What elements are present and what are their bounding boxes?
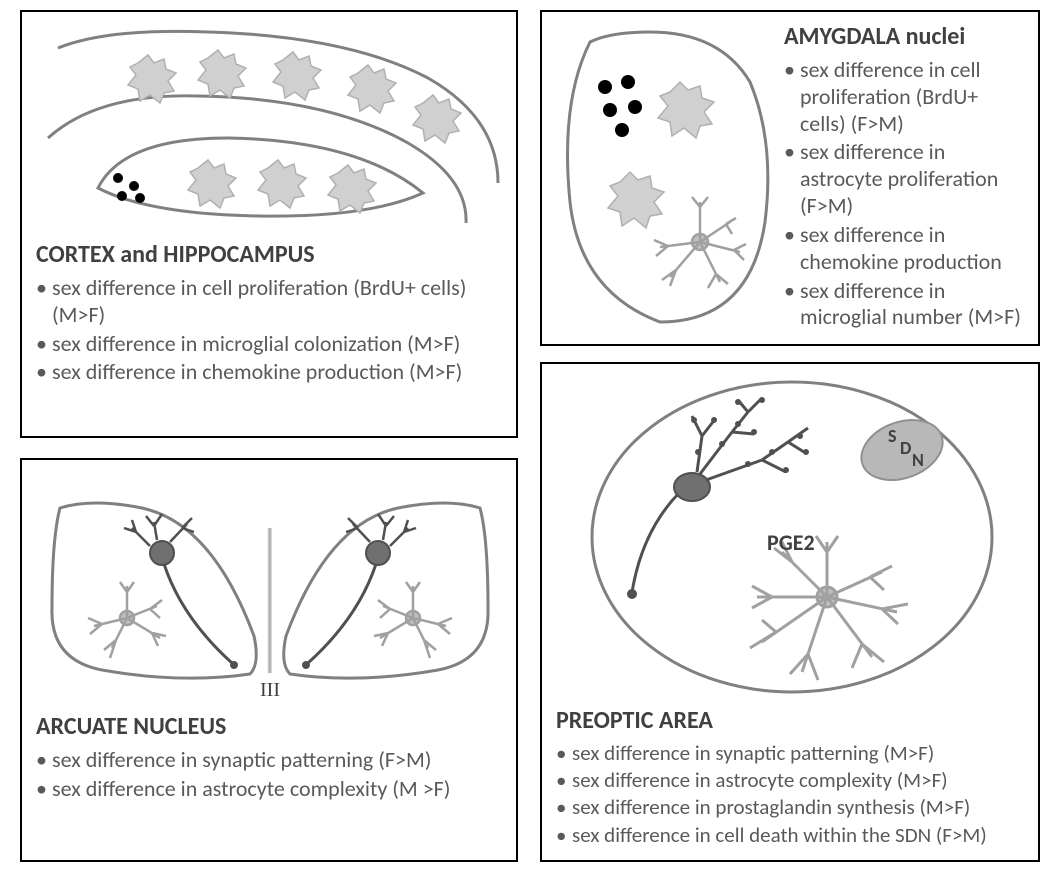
ventricle-label: III [260, 679, 280, 701]
amygdala-bullet: sex difference in microglial number (M>F… [784, 278, 1028, 332]
arcuate-bullet: sex difference in astrocyte complexity (… [36, 776, 502, 803]
panel-preoptic: S D N [540, 362, 1040, 862]
preoptic-bullets: sex difference in synaptic patterning (M… [556, 741, 1024, 848]
panel-cortex: CORTEX and HIPPOCAMPUS sex difference in… [20, 10, 518, 438]
preoptic-title: PREOPTIC AREA [556, 706, 1024, 735]
amygdala-illustration [550, 22, 780, 332]
arcuate-bullet: sex difference in synaptic patterning (F… [36, 747, 502, 774]
amygdala-bullet: sex difference in astrocyte proliferatio… [784, 139, 1028, 219]
amygdala-bullets: sex difference in cell proliferation (Br… [784, 57, 1028, 331]
amygdala-bullet: sex difference in chemokine production [784, 222, 1028, 276]
cortex-bullet: sex difference in microglial colonizatio… [36, 331, 502, 358]
preoptic-illustration: S D N [572, 372, 1012, 702]
cortex-title: CORTEX and HIPPOCAMPUS [36, 240, 502, 269]
arcuate-illustration: III [32, 468, 508, 708]
cortex-bullets: sex difference in cell proliferation (Br… [36, 275, 502, 386]
amygdala-title: AMYGDALA nuclei [784, 22, 1028, 51]
cortex-illustration [28, 18, 508, 236]
preoptic-bullet: sex difference in cell death within the … [556, 823, 1024, 848]
pge2-label: PGE2 [767, 529, 815, 556]
panel-amygdala: AMYGDALA nuclei sex difference in cell p… [540, 10, 1040, 346]
panel-arcuate: III ARCUATE NUCLEUS sex difference in sy… [20, 458, 518, 862]
arcuate-bullets: sex difference in synaptic patterning (F… [36, 747, 502, 803]
arcuate-title: ARCUATE NUCLEUS [36, 712, 502, 741]
preoptic-bullet: sex difference in prostaglandin synthesi… [556, 795, 1024, 820]
preoptic-bullet: sex difference in astrocyte complexity (… [556, 768, 1024, 793]
figure-canvas: CORTEX and HIPPOCAMPUS sex difference in… [0, 0, 1050, 877]
amygdala-bullet: sex difference in cell proliferation (Br… [784, 57, 1028, 137]
preoptic-bullet: sex difference in synaptic patterning (M… [556, 741, 1024, 766]
cortex-bullet: sex difference in cell proliferation (Br… [36, 275, 502, 329]
cortex-bullet: sex difference in chemokine production (… [36, 359, 502, 386]
